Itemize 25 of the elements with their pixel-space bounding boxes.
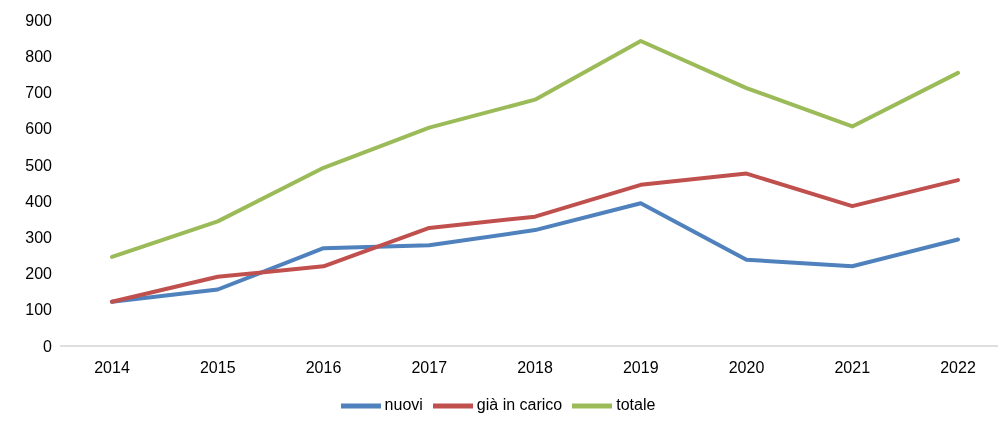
x-tick-label: 2018 xyxy=(517,359,553,377)
y-tick-label: 300 xyxy=(25,229,53,247)
y-tick-label: 500 xyxy=(25,156,53,174)
y-tick-label: 200 xyxy=(25,265,53,283)
y-tick-label: 900 xyxy=(25,11,53,29)
x-tick-label: 2021 xyxy=(834,359,871,377)
x-tick-label: 2019 xyxy=(622,359,659,377)
legend-label: nuovi xyxy=(384,396,423,414)
legend-label: totale xyxy=(616,396,656,414)
x-tick-label: 2015 xyxy=(199,359,236,377)
y-tick-label: 600 xyxy=(25,120,53,138)
y-tick-label: 0 xyxy=(43,337,53,355)
y-tick-label: 400 xyxy=(25,192,53,210)
x-tick-label: 2022 xyxy=(940,359,976,377)
x-tick-label: 2016 xyxy=(305,359,342,377)
x-tick-label: 2014 xyxy=(94,359,130,377)
y-tick-label: 100 xyxy=(25,301,53,319)
x-tick-label: 2017 xyxy=(411,359,448,377)
x-tick-label: 2020 xyxy=(728,359,765,377)
line-series xyxy=(110,39,960,259)
y-tick-label: 700 xyxy=(25,84,53,102)
legend-label: già in carico xyxy=(476,396,563,414)
line-series xyxy=(110,201,960,304)
line-series xyxy=(110,171,960,304)
y-tick-label: 800 xyxy=(25,47,53,65)
